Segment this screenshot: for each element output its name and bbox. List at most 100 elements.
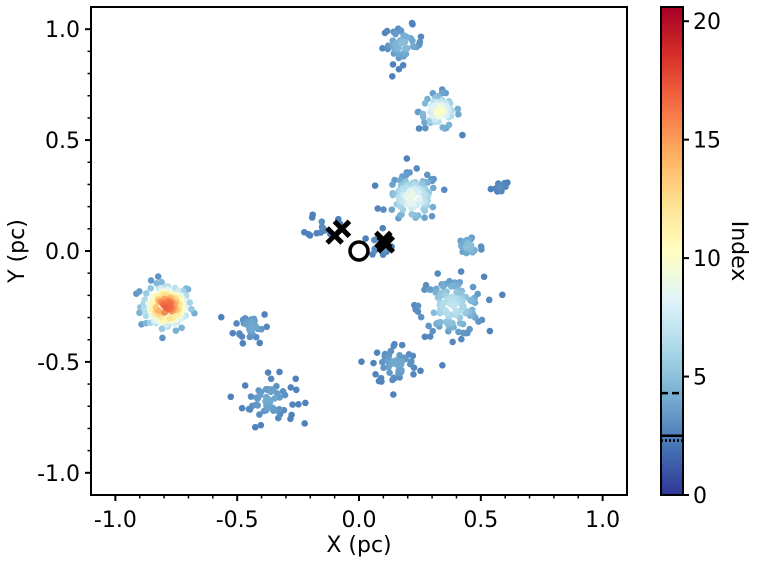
scatter-point	[415, 125, 423, 132]
scatter-points	[133, 19, 511, 431]
origin-circle-marker	[348, 240, 370, 262]
scatter-point	[318, 223, 326, 231]
scatter-point	[395, 65, 403, 73]
scatter-point	[435, 108, 443, 115]
scatter-point	[188, 305, 195, 313]
scatter-point	[446, 318, 454, 326]
scatter-point	[388, 206, 396, 213]
colorbar-tick-label: 10	[693, 247, 721, 272]
scatter-point	[453, 289, 460, 296]
scatter-point	[153, 279, 160, 287]
scatter-point	[389, 73, 396, 80]
scatter-point	[395, 367, 403, 374]
x-tick-label: 0.5	[463, 508, 498, 533]
colorbar-ticks: 0 5 10 15 20	[683, 10, 721, 509]
scatter-point	[439, 362, 446, 369]
scatter-point	[248, 321, 255, 329]
scatter-point	[158, 325, 166, 333]
scatter-point	[440, 186, 448, 194]
scatter-point	[396, 351, 403, 359]
scatter-point	[414, 308, 422, 315]
colorbar-tick-label: 0	[693, 484, 707, 509]
scatter-point	[445, 121, 453, 129]
scatter-point	[172, 327, 180, 334]
scatter-point	[287, 384, 295, 391]
x-ticks: -1.0 -0.5 0.0 0.5 1.0	[94, 495, 620, 533]
scatter-point	[380, 206, 387, 213]
scatter-point	[269, 404, 276, 412]
scatter-point	[480, 273, 488, 281]
scatter-point	[409, 37, 416, 45]
scatter-point	[429, 327, 437, 335]
scatter-point	[239, 339, 247, 347]
scatter-point	[158, 278, 165, 286]
scatter-point	[459, 131, 466, 139]
scatter-point	[276, 368, 283, 376]
y-tick-label: 1.0	[45, 18, 80, 43]
colorbar-tick-label: 15	[693, 129, 721, 154]
scatter-point	[379, 44, 386, 52]
scatter-point	[436, 318, 444, 326]
scatter-point	[154, 273, 162, 280]
scatter-point	[318, 218, 326, 226]
scatter-point	[439, 124, 446, 131]
scatter-point	[422, 124, 429, 132]
scatter-point	[256, 392, 264, 399]
y-axis-label: Y (pc)	[5, 219, 30, 284]
scatter-point	[421, 119, 428, 126]
scatter-point	[247, 393, 255, 400]
colorbar-tick-label: 20	[693, 10, 721, 35]
scatter-point	[380, 364, 387, 372]
scatter-point	[449, 338, 456, 346]
plot-frame	[90, 6, 628, 496]
scatter-point	[430, 309, 438, 317]
scatter-point	[217, 313, 225, 321]
cross-marker	[332, 219, 352, 239]
scatter-point	[370, 236, 378, 244]
scatter-point	[401, 45, 409, 52]
scatter-point	[390, 391, 397, 398]
scatter-point	[463, 243, 471, 251]
scatter-point	[302, 399, 309, 407]
scatter-point	[487, 185, 495, 193]
scatter-point	[267, 375, 275, 383]
x-tick-label: -0.5	[216, 508, 259, 533]
scatter-point	[467, 297, 474, 304]
y-tick-label: 0.0	[45, 240, 80, 265]
scatter-point	[136, 288, 143, 295]
scatter-point	[457, 268, 465, 275]
scatter-point	[421, 286, 428, 293]
scatter-point	[273, 390, 281, 397]
scatter-point	[417, 33, 425, 41]
scatter-point	[374, 205, 382, 212]
scatter-point	[390, 342, 398, 350]
scatter-point	[432, 289, 440, 296]
scatter-point	[261, 311, 268, 318]
scatter-point	[358, 358, 365, 365]
scatter-point	[405, 350, 413, 358]
scatter-point	[485, 296, 493, 304]
scatter-point	[486, 327, 494, 335]
scatter-point	[409, 192, 417, 200]
scatter-point	[403, 155, 411, 162]
scatter-point	[409, 43, 417, 50]
scatter-point	[229, 329, 237, 337]
scatter-point	[497, 183, 504, 191]
scatter-point	[455, 111, 462, 118]
scatter-point	[416, 196, 423, 203]
scatter-point	[410, 370, 417, 378]
scatter-point	[142, 312, 150, 320]
scatter-point	[257, 421, 265, 429]
scatter-point	[292, 386, 300, 394]
y-tick-label: -0.5	[37, 351, 80, 376]
scatter-point	[265, 396, 273, 403]
scatter-point	[147, 284, 154, 292]
x-tick-label: -1.0	[94, 508, 137, 533]
scatter-point	[378, 358, 386, 366]
scatter-point	[233, 320, 240, 327]
scatter-point	[362, 235, 369, 242]
scatter-point	[186, 299, 194, 306]
scatter-point	[423, 171, 431, 179]
colorbar-tick-label: 5	[693, 366, 707, 391]
